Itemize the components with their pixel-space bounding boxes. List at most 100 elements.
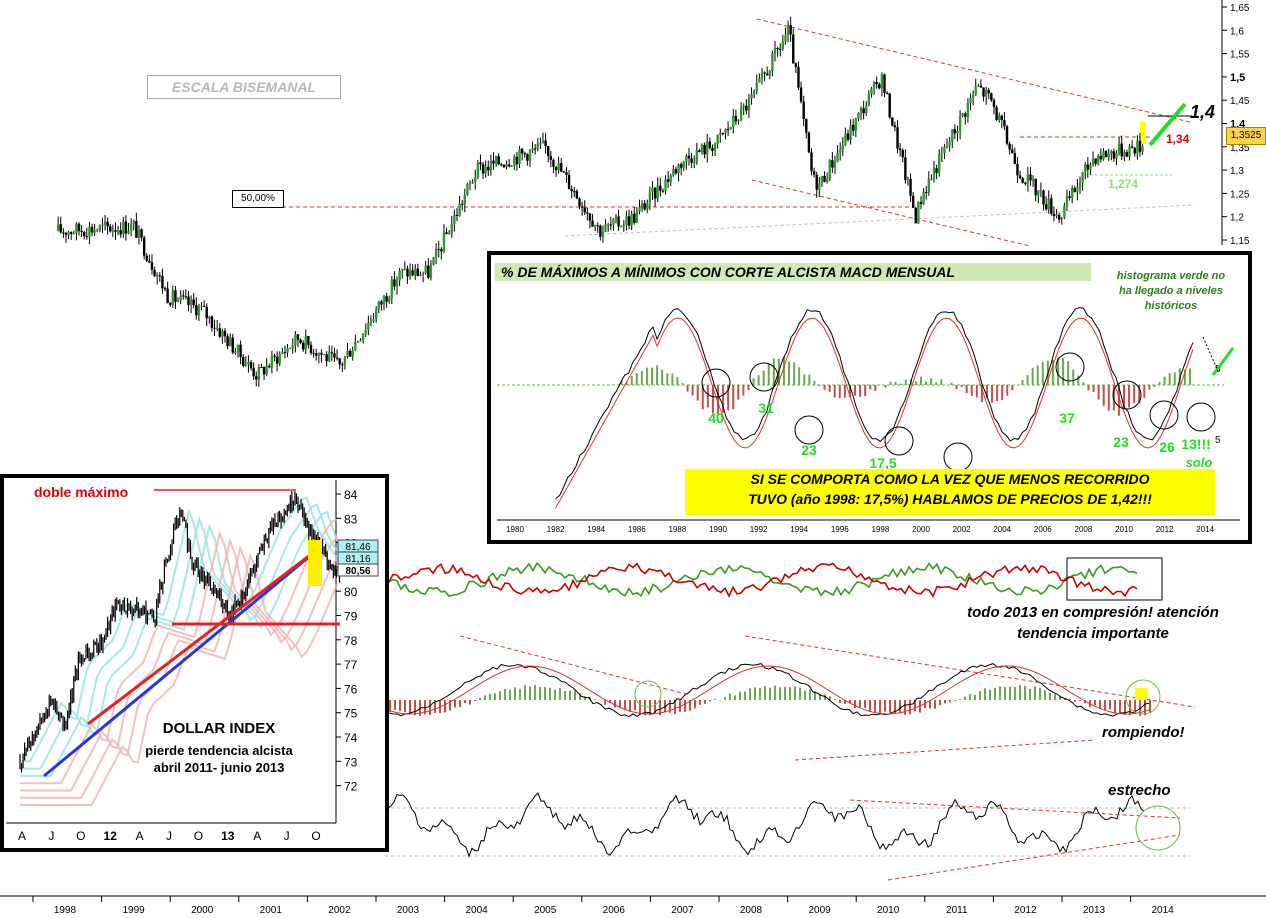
yellow-line-2: TUVO (año 1998: 17,5%) HABLAMOS DE PRECI… bbox=[748, 491, 1152, 507]
price-axis: 1,651,61,551,51,451,41,351,31,251,21,15 bbox=[1221, 0, 1250, 247]
inset-year-label: 2012 bbox=[1156, 525, 1174, 534]
price-candle bbox=[1133, 147, 1136, 154]
price-candle bbox=[792, 34, 795, 64]
inset-green-arrow bbox=[1211, 347, 1235, 376]
price-candle bbox=[951, 129, 954, 142]
year-tick-label: 2001 bbox=[260, 905, 283, 916]
dollar-month-label: J bbox=[48, 829, 54, 843]
price-tick-label: 1,35 bbox=[1230, 143, 1250, 154]
price-candle bbox=[528, 150, 532, 161]
price-candle bbox=[458, 203, 461, 217]
price-candle bbox=[59, 224, 62, 233]
dollar-tick-label: 84 bbox=[344, 488, 358, 502]
dollar-ribbon-line bbox=[20, 496, 339, 763]
inset-year-label: 1992 bbox=[750, 525, 768, 534]
price-candle bbox=[1021, 178, 1024, 183]
price-candle bbox=[810, 152, 813, 172]
price-candle bbox=[812, 171, 816, 175]
price-candle bbox=[215, 328, 219, 330]
price-candle bbox=[706, 141, 709, 155]
estrecho-label: estrecho bbox=[1108, 782, 1171, 799]
price-candle bbox=[799, 87, 803, 102]
price-candle bbox=[666, 179, 670, 182]
price-candle bbox=[604, 224, 607, 232]
dollar-price-tag-label: 81,46 bbox=[345, 542, 370, 553]
price-candle bbox=[1102, 151, 1105, 160]
price-candle bbox=[325, 354, 328, 362]
price-candle bbox=[880, 74, 884, 89]
macd-circle-2007 bbox=[634, 680, 662, 708]
price-candle bbox=[674, 169, 678, 174]
price-candle bbox=[466, 184, 469, 195]
price-candle bbox=[474, 176, 477, 183]
price-candle bbox=[651, 187, 654, 193]
price-candle bbox=[622, 225, 626, 227]
dollar-subtitle-1: pierde tendencia alcista bbox=[145, 743, 293, 758]
price-candle bbox=[557, 163, 560, 171]
price-candle bbox=[750, 94, 753, 99]
price-candle bbox=[883, 74, 886, 94]
price-candle bbox=[299, 339, 302, 343]
year-tick-label: 2011 bbox=[946, 905, 968, 916]
inset-year-label: 2008 bbox=[1075, 525, 1093, 534]
dmi-minus-line bbox=[384, 562, 1138, 599]
price-candle bbox=[575, 191, 579, 199]
price-candle bbox=[685, 155, 688, 162]
price-candle bbox=[614, 216, 618, 220]
inset-low-circle bbox=[1055, 352, 1085, 382]
price-candle bbox=[885, 93, 889, 95]
price-candle bbox=[1013, 153, 1017, 164]
year-axis: 1998 1999 2000 2001 2002 2003 2004 2005 2006 2007… bbox=[0, 895, 1266, 916]
price-candle bbox=[161, 276, 164, 289]
price-candle bbox=[992, 100, 996, 108]
price-candle bbox=[747, 98, 751, 111]
price-candle bbox=[288, 347, 292, 349]
price-candle bbox=[155, 275, 159, 277]
price-candle bbox=[729, 126, 732, 130]
price-candle bbox=[1011, 149, 1014, 154]
rsi-upper-trend bbox=[849, 799, 1181, 819]
macd-upper-trend-2 bbox=[744, 635, 1196, 708]
price-candle bbox=[745, 105, 748, 111]
price-candle bbox=[497, 156, 500, 165]
price-candle bbox=[388, 298, 391, 302]
price-candle bbox=[898, 148, 902, 150]
price-candle bbox=[1128, 146, 1131, 157]
price-candle bbox=[875, 82, 878, 85]
price-candle bbox=[463, 194, 467, 205]
estrecho-circle bbox=[1135, 805, 1181, 851]
price-candle bbox=[1034, 178, 1037, 196]
price-candle bbox=[588, 213, 592, 221]
inset-percentage-label: 37 bbox=[1059, 410, 1075, 426]
price-candle bbox=[513, 156, 516, 166]
price-candle bbox=[424, 265, 427, 274]
dollar-red-trendline bbox=[87, 544, 323, 726]
price-candle bbox=[925, 192, 928, 194]
price-candle bbox=[961, 113, 964, 116]
macd-signal-line bbox=[384, 665, 1150, 715]
yellow-line-1: SI SE COMPORTA COMO LA VEZ QUE MENOS REC… bbox=[750, 471, 1150, 487]
price-candle bbox=[416, 268, 420, 276]
price-candle bbox=[940, 152, 944, 154]
price-tick-label: 1,5 bbox=[1230, 72, 1245, 84]
price-candle bbox=[385, 296, 388, 302]
price-highlight bbox=[1140, 122, 1146, 144]
inset-year-label: 1980 bbox=[506, 525, 524, 534]
price-candle bbox=[476, 162, 480, 177]
price-candle bbox=[888, 93, 891, 118]
price-candle bbox=[432, 257, 435, 265]
dollar-tick-label: 74 bbox=[344, 731, 358, 745]
price-candle bbox=[1107, 153, 1110, 158]
price-candle bbox=[93, 230, 96, 233]
price-candle bbox=[505, 164, 508, 168]
dollar-month-label: 13 bbox=[221, 829, 235, 843]
dollar-ribbon-line bbox=[20, 518, 338, 785]
price-candle bbox=[779, 48, 782, 50]
price-candle bbox=[83, 231, 86, 237]
price-candle bbox=[659, 185, 662, 191]
price-candle bbox=[828, 160, 831, 179]
price-candle bbox=[807, 132, 811, 153]
inset-percentage-label: 31 bbox=[758, 400, 774, 416]
price-candle bbox=[174, 290, 177, 302]
inset-percentage-label: 17,5 bbox=[869, 455, 896, 471]
